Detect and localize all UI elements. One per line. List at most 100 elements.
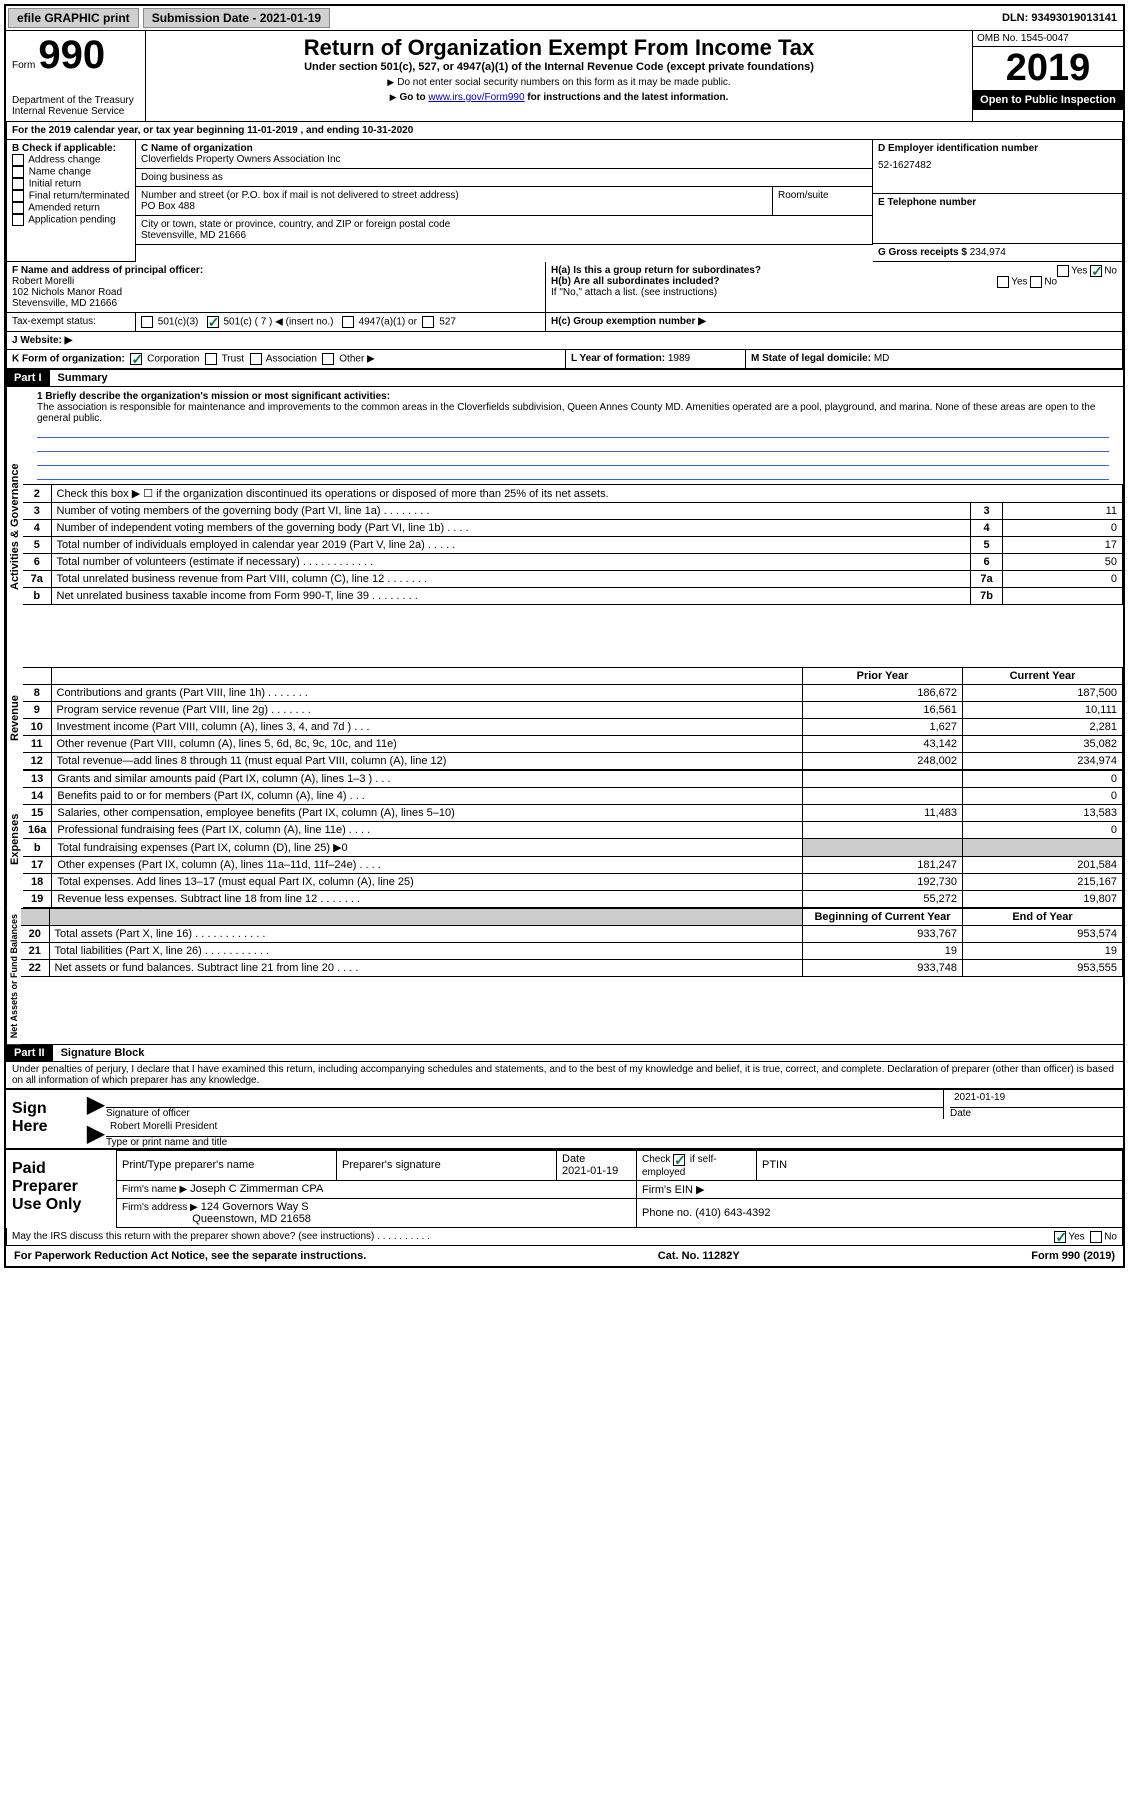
box-l-label: L Year of formation: — [571, 353, 665, 364]
website-j: J Website: ▶ — [6, 332, 1123, 350]
line-a-period: For the 2019 calendar year, or tax year … — [6, 122, 1123, 140]
entity-block: B Check if applicable: Address change Na… — [6, 140, 1123, 262]
ptin-label: PTIN — [757, 1151, 1123, 1180]
check-item[interactable]: Application pending — [12, 214, 130, 226]
line1-label: 1 Briefly describe the organization's mi… — [37, 391, 1109, 402]
page-footer: For Paperwork Reduction Act Notice, see … — [6, 1246, 1123, 1266]
table-row: 6Total number of volunteers (estimate if… — [23, 554, 1123, 571]
table-row: 15Salaries, other compensation, employee… — [23, 805, 1123, 822]
table-row: 13Grants and similar amounts paid (Part … — [23, 771, 1123, 788]
table-row: 8Contributions and grants (Part VIII, li… — [23, 685, 1123, 702]
firm-ein-label: Firm's EIN ▶ — [637, 1180, 1123, 1198]
table-row: bTotal fundraising expenses (Part IX, co… — [23, 839, 1123, 857]
city-label: City or town, state or province, country… — [141, 219, 867, 230]
table-row: 16aProfessional fundraising fees (Part I… — [23, 822, 1123, 839]
box-g-label: G Gross receipts $ — [878, 247, 967, 258]
box-d-label: D Employer identification number — [878, 143, 1117, 154]
org-name: Cloverfields Property Owners Association… — [141, 154, 867, 165]
netassets-table: Beginning of Current YearEnd of Year 20T… — [21, 908, 1123, 977]
box-b: B Check if applicable: Address change Na… — [6, 140, 136, 262]
prep-check-label: Check if self-employed — [637, 1151, 757, 1180]
table-row: 11Other revenue (Part VIII, column (A), … — [23, 736, 1123, 753]
table-row: 3Number of voting members of the governi… — [23, 503, 1123, 520]
ha-label: H(a) Is this a group return for subordin… — [551, 265, 1117, 276]
note-ssn: Do not enter social security numbers on … — [152, 77, 966, 88]
table-row: 12Total revenue—add lines 8 through 11 (… — [23, 753, 1123, 770]
year-formation: 1989 — [668, 353, 690, 364]
org-city: Stevensville, MD 21666 — [141, 230, 867, 241]
submission-date-button[interactable]: Submission Date - 2021-01-19 — [143, 8, 330, 28]
state-domicile: MD — [874, 353, 890, 364]
form-subtitle: Under section 501(c), 527, or 4947(a)(1)… — [152, 61, 966, 73]
table-row: 22Net assets or fund balances. Subtract … — [21, 960, 1123, 977]
table-row: 18Total expenses. Add lines 13–17 (must … — [23, 874, 1123, 891]
check-item[interactable]: Amended return — [12, 202, 130, 214]
table-row: 7aTotal unrelated business revenue from … — [23, 571, 1123, 588]
declaration-text: Under penalties of perjury, I declare th… — [6, 1062, 1123, 1088]
hc-label: H(c) Group exemption number ▶ — [546, 313, 1123, 332]
table-row: 17Other expenses (Part IX, column (A), l… — [23, 857, 1123, 874]
tax-exempt-label: Tax-exempt status: — [6, 313, 136, 332]
table-row: 20Total assets (Part X, line 16) . . . .… — [21, 926, 1123, 943]
room-suite: Room/suite — [773, 187, 873, 216]
footer-left: For Paperwork Reduction Act Notice, see … — [14, 1250, 366, 1262]
firm-addr2: Queenstown, MD 21658 — [192, 1213, 311, 1225]
check-item[interactable]: Initial return — [12, 178, 130, 190]
table-row: 10Investment income (Part VIII, column (… — [23, 719, 1123, 736]
sign-date-label: Date — [950, 1108, 1123, 1119]
check-item[interactable]: Name change — [12, 166, 130, 178]
efile-print-button[interactable]: efile GRAPHIC print — [8, 8, 139, 28]
prep-name-label: Print/Type preparer's name — [117, 1151, 337, 1180]
footer-mid: Cat. No. 11282Y — [658, 1250, 740, 1262]
ein: 52-1627482 — [878, 160, 1117, 171]
tax-year: 2019 — [973, 47, 1123, 90]
sign-here-section: Sign Here ▶ Signature of officer 2021-01… — [6, 1088, 1123, 1148]
box-m-label: M State of legal domicile: — [751, 353, 871, 364]
footer-right: Form 990 (2019) — [1031, 1250, 1115, 1262]
form-header: Form 990 Department of the Treasury Inte… — [6, 31, 1123, 122]
table-row: 4Number of independent voting members of… — [23, 520, 1123, 537]
box-k: K Form of organization: Corporation Trus… — [6, 350, 566, 369]
form-title: Return of Organization Exempt From Incom… — [152, 35, 966, 61]
top-bar: efile GRAPHIC print Submission Date - 20… — [6, 6, 1123, 31]
gross-receipts: 234,974 — [970, 247, 1006, 258]
firm-phone: (410) 643-4392 — [695, 1207, 770, 1219]
note-link: Go to www.irs.gov/Form990 for instructio… — [152, 92, 966, 103]
tax-exempt-options: 501(c)(3) 501(c) ( 7 ) ◀ (insert no.) 49… — [136, 313, 546, 332]
dba-label: Doing business as — [136, 169, 873, 187]
vlabel-revenue: Revenue — [6, 667, 23, 770]
vlabel-expenses: Expenses — [6, 770, 23, 908]
typed-name-label: Type or print name and title — [106, 1137, 1123, 1148]
officer-addr1: 102 Nichols Manor Road — [12, 287, 540, 298]
dln-label: DLN: 93493019013141 — [1002, 12, 1123, 24]
sig-officer-label: Signature of officer — [106, 1108, 943, 1119]
form-990-page: efile GRAPHIC print Submission Date - 20… — [4, 4, 1125, 1268]
officer-addr2: Stevensville, MD 21666 — [12, 298, 540, 309]
table-row: 14Benefits paid to or for members (Part … — [23, 788, 1123, 805]
table-row: 2Check this box ▶ ☐ if the organization … — [23, 485, 1123, 503]
sign-here-label: Sign Here — [6, 1090, 86, 1148]
revenue-table: Prior YearCurrent Year 8Contributions an… — [23, 667, 1123, 770]
box-f-label: F Name and address of principal officer: — [12, 265, 540, 276]
firm-addr1: 124 Governors Way S — [201, 1201, 309, 1213]
part-ii-header: Part II Signature Block — [6, 1044, 1123, 1062]
hb-note: If "No," attach a list. (see instruction… — [551, 287, 1117, 298]
form-label: Form — [12, 60, 35, 71]
box-c-label: C Name of organization — [141, 143, 867, 154]
officer-name: Robert Morelli — [12, 276, 540, 287]
table-row: 19Revenue less expenses. Subtract line 1… — [23, 891, 1123, 908]
sign-date: 2021-01-19 — [950, 1090, 1123, 1108]
mission-text: The association is responsible for maint… — [37, 402, 1109, 424]
org-address: PO Box 488 — [141, 201, 767, 212]
expenses-table: 13Grants and similar amounts paid (Part … — [23, 770, 1123, 908]
addr-label: Number and street (or P.O. box if mail i… — [141, 190, 767, 201]
vlabel-governance: Activities & Governance — [6, 387, 23, 667]
hb-label: H(b) Are all subordinates included? Yes … — [551, 276, 1117, 287]
paid-preparer-section: Paid Preparer Use Only Print/Type prepar… — [6, 1148, 1123, 1227]
irs-link[interactable]: www.irs.gov/Form990 — [428, 92, 524, 103]
officer-typed-name: Robert Morelli President — [106, 1119, 1123, 1137]
check-item[interactable]: Final return/terminated — [12, 190, 130, 202]
prep-date: 2021-01-19 — [562, 1165, 618, 1177]
part-i-header: Part I Summary — [6, 369, 1123, 387]
check-item[interactable]: Address change — [12, 154, 130, 166]
